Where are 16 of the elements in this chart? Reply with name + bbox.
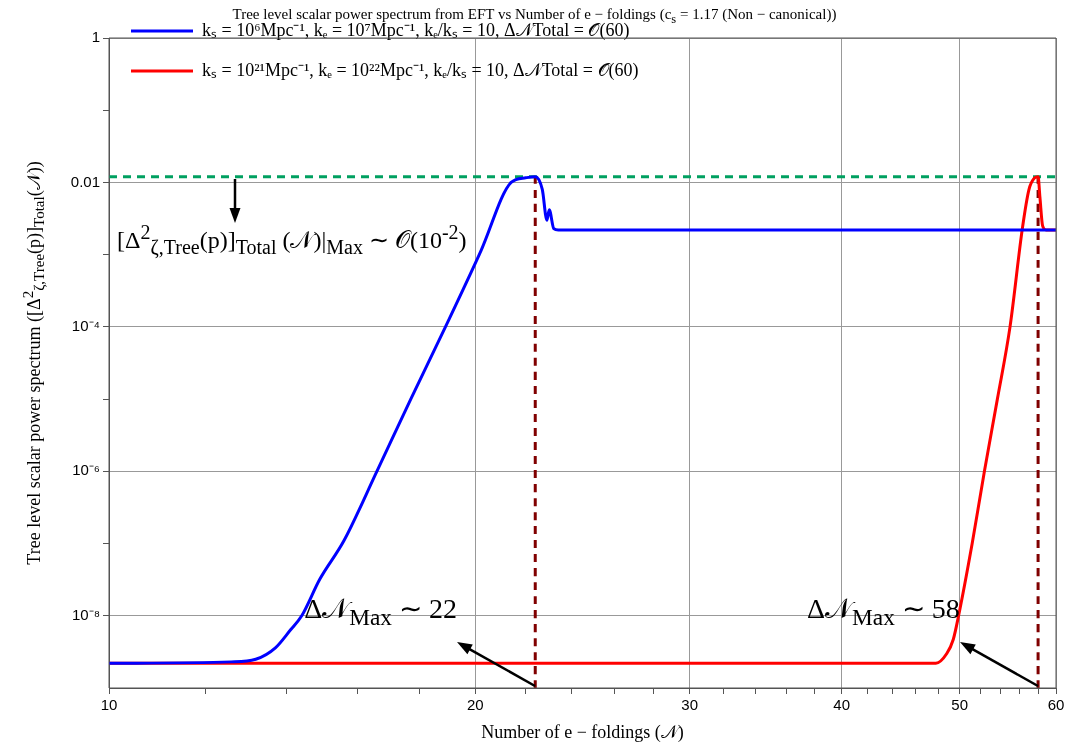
x-tick-label: 10 bbox=[100, 696, 118, 714]
y-tick-label: 10⁻⁴ bbox=[71, 317, 100, 335]
annotation: Δ𝒩$_{Max}$ ∼ 22 bbox=[304, 592, 458, 631]
text: [Δ$^{2}$$_{ζ,Tree}$(p)]$_{Total}$ (𝒩)|$_{Max}$ ∼ 𝒪(10$^{-2}$) bbox=[117, 220, 467, 258]
legend-label: kₛ = 10²¹Mpc⁻¹, kₑ = 10²²Mpc⁻¹, kₑ/kₛ = 10, Δ𝒩Total = 𝒪(60) bbox=[202, 59, 639, 81]
y-tick-label: 10⁻⁸ bbox=[71, 605, 100, 623]
x-tick-label: 20 bbox=[467, 696, 484, 714]
x-tick-label: 60 bbox=[1047, 696, 1065, 714]
x-tick-label: 40 bbox=[833, 696, 851, 714]
annotation: Δ𝒩$_{Max}$ ∼ 58 bbox=[807, 592, 960, 631]
y-tick-label: 10⁻⁶ bbox=[72, 461, 100, 479]
x-axis-title: Number of e − foldings (𝒩) bbox=[480, 722, 685, 743]
y-tick-label: 0.01 bbox=[70, 172, 100, 190]
x-tick-label: 50 bbox=[951, 696, 968, 714]
x-tick-label: 30 bbox=[681, 696, 698, 714]
y-tick-label: 1 bbox=[91, 28, 100, 46]
